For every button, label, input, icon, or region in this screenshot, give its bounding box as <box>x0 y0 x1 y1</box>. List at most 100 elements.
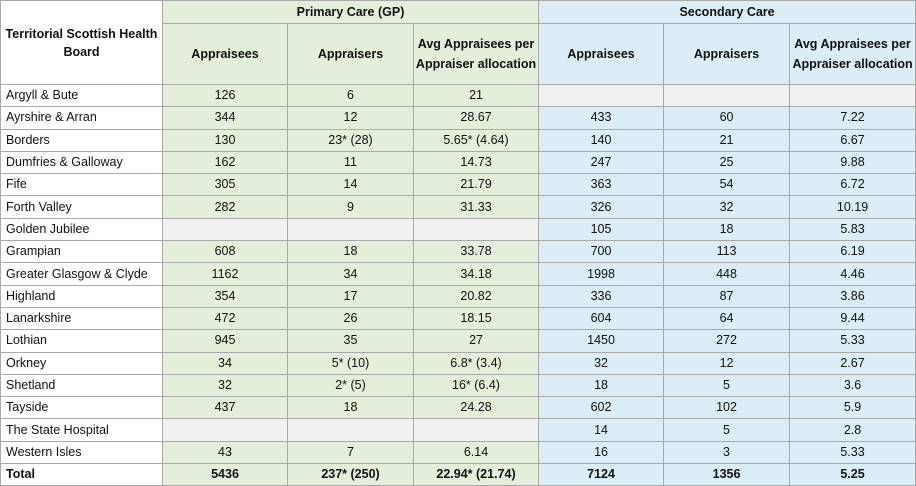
table-row: Forth Valley 282 9 31.33 326 32 10.19 <box>0 195 916 219</box>
total-row: Total 5436 237* (250) 22.94* (21.74) 7124 135… <box>0 463 916 486</box>
table-row: Greater Glasgow & Clyde 1162 34 34.18 1998 44… <box>0 262 916 286</box>
primary-appraisees-cell: 43 <box>162 440 288 465</box>
secondary-avg-cell: 2.8 <box>789 418 916 442</box>
primary-appraisees-cell: 130 <box>162 128 288 152</box>
table-row: Ayrshire & Arran 344 12 28.67 433 60 7.22 <box>0 106 916 130</box>
secondary-appraisers-cell: 25 <box>663 150 791 175</box>
primary-avg-cell: 6.14 <box>412 440 540 465</box>
secondary-appraisers-cell: 64 <box>663 306 791 331</box>
secondary-avg-cell: 10.19 <box>789 195 916 219</box>
secondary-appraisers-cell: 272 <box>663 329 791 353</box>
table-row: Tayside 437 18 24.28 602 102 5.9 <box>0 396 916 420</box>
table-row: Argyll & Bute 126 6 21 <box>0 83 916 108</box>
secondary-avg-cell: 5.33 <box>789 440 916 465</box>
table-row: Fife 305 14 21.79 363 54 6.72 <box>0 173 916 197</box>
primary-appraisees-cell: 472 <box>162 306 288 331</box>
primary-appraisers-cell: 34 <box>287 262 414 286</box>
table-body: Argyll & Bute 126 6 21 Ayrshire & Arran 344 12… <box>0 83 916 486</box>
primary-appraisers-cell: 18 <box>287 396 414 420</box>
primary-appraisers-cell: 11 <box>287 150 414 175</box>
primary-appraisees-cell: 437 <box>162 396 288 420</box>
secondary-appraisees-cell: 14 <box>538 418 665 442</box>
table-row: Western Isles 43 7 6.14 16 3 5.33 <box>0 440 916 465</box>
primary-avg-cell: 24.28 <box>412 396 540 420</box>
secondary-avg-cell: 7.22 <box>789 106 916 130</box>
secondary-appraisers-cell: 87 <box>663 284 791 308</box>
secondary-avg-cell: 9.88 <box>789 150 916 175</box>
secondary-appraisees-cell: 433 <box>538 106 665 130</box>
secondary-avg-cell: 6.72 <box>789 173 916 197</box>
table-row: Orkney 34 5* (10) 6.8* (3.4) 32 12 2.67 <box>0 351 916 375</box>
secondary-appraisees-cell: 604 <box>538 306 665 331</box>
secondary-appraisees-cell: 16 <box>538 440 665 465</box>
primary-avg-cell: 20.82 <box>412 284 540 308</box>
board-name-cell: Shetland <box>0 373 163 398</box>
primary-appraisees-cell: 162 <box>162 150 288 175</box>
primary-appraisers-cell: 237* (250) <box>287 463 414 486</box>
secondary-appraisees-cell: 105 <box>538 217 665 242</box>
secondary-appraisees-cell: 32 <box>538 351 665 375</box>
primary-appraisers-cell: 14 <box>287 173 414 197</box>
secondary-avg-cell: 3.86 <box>789 284 916 308</box>
primary-avg-cell: 28.67 <box>412 106 540 130</box>
board-name-cell: Lothian <box>0 329 163 353</box>
primary-appraisees-cell <box>162 217 288 242</box>
board-name-cell: Orkney <box>0 351 163 375</box>
table-row: Golden Jubilee 105 18 5.83 <box>0 217 916 242</box>
secondary-avg-cell <box>789 83 916 108</box>
board-name-cell: Western Isles <box>0 440 163 465</box>
primary-avg-cell: 18.15 <box>412 306 540 331</box>
secondary-appraisees-cell: 326 <box>538 195 665 219</box>
primary-avg-cell: 21.79 <box>412 173 540 197</box>
secondary-avg-cell: 5.33 <box>789 329 916 353</box>
table-row: Borders 130 23* (28) 5.65* (4.64) 140 21 6.67 <box>0 128 916 152</box>
secondary-appraisers-cell: 1356 <box>663 463 791 486</box>
primary-avg-cell: 31.33 <box>412 195 540 219</box>
board-name-cell: Total <box>0 463 163 486</box>
primary-avg-cell <box>412 418 540 442</box>
board-name-cell: The State Hospital <box>0 418 163 442</box>
table-row: Grampian 608 18 33.78 700 113 6.19 <box>0 240 916 264</box>
secondary-appraisees-cell <box>538 83 665 108</box>
primary-appraisees-cell: 945 <box>162 329 288 353</box>
secondary-avg-cell: 5.83 <box>789 217 916 242</box>
primary-avg-cell: 33.78 <box>412 240 540 264</box>
primary-appraisees-cell <box>162 418 288 442</box>
primary-appraisers-cell: 35 <box>287 329 414 353</box>
secondary-appraisers-cell: 32 <box>663 195 791 219</box>
primary-appraisers-cell: 26 <box>287 306 414 331</box>
primary-appraisers-cell: 2* (5) <box>287 373 414 398</box>
secondary-appraisees-cell: 363 <box>538 173 665 197</box>
board-name-cell: Highland <box>0 284 163 308</box>
primary-appraisers-cell: 5* (10) <box>287 351 414 375</box>
secondary-avg-cell: 5.25 <box>789 463 916 486</box>
primary-appraisers-cell: 18 <box>287 240 414 264</box>
primary-appraisees-cell: 5436 <box>162 463 288 486</box>
secondary-appraisers-cell: 448 <box>663 262 791 286</box>
primary-appraisees-cell: 354 <box>162 284 288 308</box>
secondary-appraisers-cell: 113 <box>663 240 791 264</box>
primary-appraisees-cell: 32 <box>162 373 288 398</box>
secondary-avg-cell: 4.46 <box>789 262 916 286</box>
table-row: Shetland 32 2* (5) 16* (6.4) 18 5 3.6 <box>0 373 916 398</box>
table-row: The State Hospital 14 5 2.8 <box>0 418 916 442</box>
secondary-avg-cell: 5.9 <box>789 396 916 420</box>
primary-avg-cell: 22.94* (21.74) <box>412 463 540 486</box>
secondary-avg-cell: 2.67 <box>789 351 916 375</box>
primary-avg-cell: 21 <box>412 83 540 108</box>
secondary-appraisees-cell: 700 <box>538 240 665 264</box>
primary-appraisees-header: Appraisees <box>162 23 288 85</box>
secondary-appraisees-cell: 602 <box>538 396 665 420</box>
primary-appraisers-cell: 17 <box>287 284 414 308</box>
secondary-appraisees-cell: 7124 <box>538 463 665 486</box>
secondary-avg-header: Avg Appraisees per Appraiser allocation <box>789 23 916 85</box>
secondary-appraisers-cell: 18 <box>663 217 791 242</box>
primary-avg-cell: 6.8* (3.4) <box>412 351 540 375</box>
primary-appraisers-cell <box>287 217 414 242</box>
primary-appraisees-cell: 34 <box>162 351 288 375</box>
secondary-appraisers-cell: 3 <box>663 440 791 465</box>
primary-appraisers-cell: 23* (28) <box>287 128 414 152</box>
board-name-cell: Argyll & Bute <box>0 83 163 108</box>
primary-avg-cell: 14.73 <box>412 150 540 175</box>
